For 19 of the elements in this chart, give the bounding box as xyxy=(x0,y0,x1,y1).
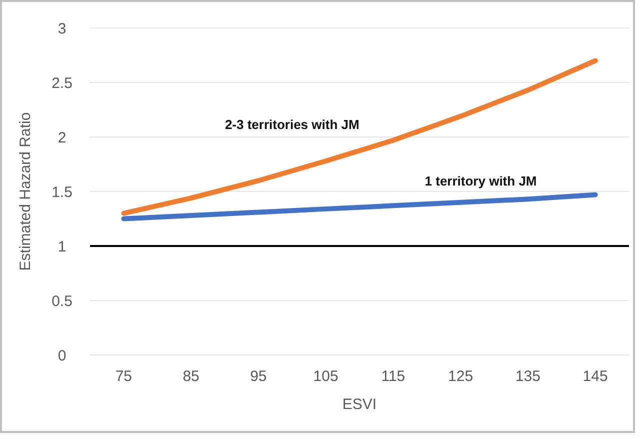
y-tick-label: 3 xyxy=(58,20,66,38)
x-tick-label: 135 xyxy=(515,368,540,385)
y-tick-label: 2.5 xyxy=(52,74,72,92)
x-tick-label: 75 xyxy=(115,368,132,385)
y-tick-label: 0 xyxy=(58,347,66,364)
x-tick-label: 145 xyxy=(582,368,608,385)
series-label: 2-3 territories with JM xyxy=(224,116,360,132)
x-tick-label: 125 xyxy=(448,368,474,385)
x-axis-title: ESVI xyxy=(342,396,377,413)
y-tick-label: 0.5 xyxy=(52,292,72,310)
x-tick-label: 85 xyxy=(182,368,200,385)
x-tick-label: 95 xyxy=(250,368,267,385)
x-tick-label: 115 xyxy=(381,368,406,385)
x-tick-label: 105 xyxy=(313,368,338,385)
y-tick-label: 1 xyxy=(58,238,66,256)
y-tick-label: 1.5 xyxy=(52,184,72,201)
y-tick-label: 2 xyxy=(58,129,66,146)
series-label: 1 territory with JM xyxy=(424,173,537,188)
y-axis-title: Estimated Hazard Ratio xyxy=(17,112,34,271)
